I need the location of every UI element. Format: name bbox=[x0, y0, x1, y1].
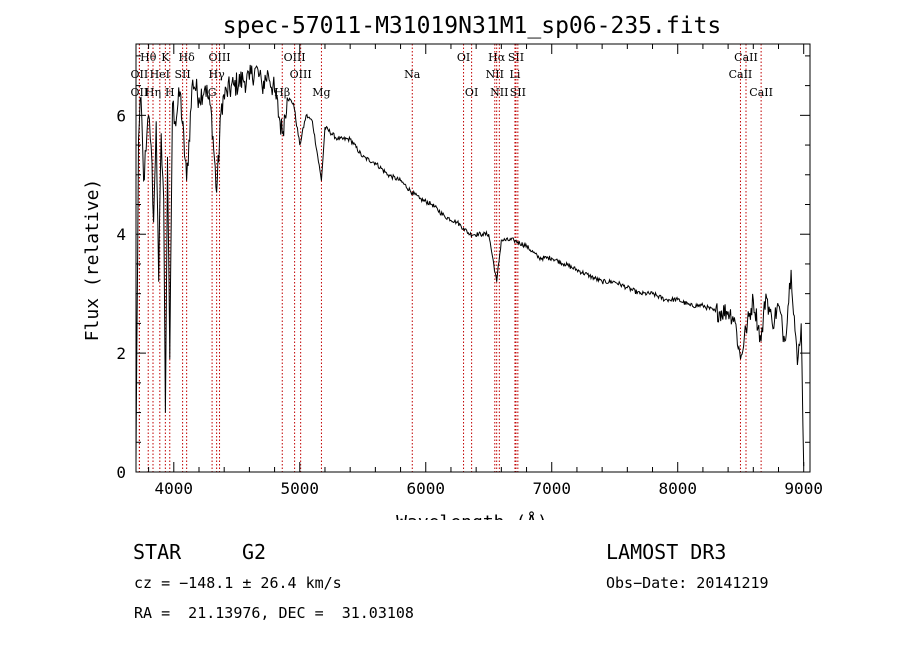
spectral-line-label: Hδ bbox=[179, 51, 196, 64]
spectral-line-label: NII bbox=[486, 68, 504, 81]
spectrum-line bbox=[135, 64, 805, 467]
x-axis-label: Wavelength (Å) bbox=[396, 511, 548, 520]
spectral-line-label: H bbox=[165, 86, 175, 99]
spectral-line-label: Na bbox=[404, 68, 421, 81]
observation-date: Obs−Date: 20141219 bbox=[606, 574, 769, 592]
y-tick-label: 4 bbox=[116, 225, 126, 244]
y-axis-label: Flux (relative) bbox=[82, 179, 103, 342]
redshift-velocity: cz = −148.1 ± 26.4 km/s bbox=[134, 574, 342, 592]
spectral-line-label: Hη bbox=[145, 86, 161, 99]
spectral-line-label: OIII bbox=[284, 51, 306, 64]
spectrum-series bbox=[135, 64, 805, 467]
spectral-line-label: OII bbox=[131, 68, 149, 81]
spectral-line-label: OII bbox=[131, 86, 149, 99]
y-tick-label: 6 bbox=[116, 106, 126, 125]
spectral-line-label: Hβ bbox=[274, 86, 290, 99]
spectral-line-label: NII bbox=[490, 86, 508, 99]
spectral-line-label: Li bbox=[510, 68, 521, 81]
subclass: G2 bbox=[242, 540, 267, 564]
object-class: STAR bbox=[133, 540, 182, 564]
x-tick-label: 9000 bbox=[784, 479, 823, 498]
coordinates: RA = 21.13976, DEC = 31.03108 bbox=[134, 604, 414, 622]
x-tick-label: 8000 bbox=[658, 479, 697, 498]
spectral-line-label: SII bbox=[508, 51, 524, 64]
plot-frame bbox=[135, 43, 811, 473]
spectral-line-label: Hα bbox=[488, 51, 506, 64]
spectrum-chart: spec-57011-M31019N31M1_sp06-235.fits Hθ K… bbox=[82, 13, 823, 520]
survey-name: LAMOST DR3 bbox=[606, 540, 727, 564]
axes: 4000 5000 6000 7000 8000 9000 0 2 4 6 bbox=[116, 44, 823, 498]
spectral-line-label: Mg bbox=[312, 86, 330, 99]
x-tick-label: 5000 bbox=[281, 479, 320, 498]
spectral-line-label: HeI bbox=[150, 68, 170, 81]
spectral-line-label: OI bbox=[457, 51, 470, 64]
x-tick-label: 6000 bbox=[406, 479, 445, 498]
spectral-line-label: SII bbox=[510, 86, 526, 99]
spectral-line-label: Hθ bbox=[140, 51, 157, 64]
spectral-line-label: K bbox=[161, 51, 170, 64]
x-tick-label: 4000 bbox=[155, 479, 194, 498]
x-tick-label: 7000 bbox=[532, 479, 571, 498]
spectral-line-label: CaII bbox=[749, 86, 773, 99]
spectral-line-label: SII bbox=[174, 68, 190, 81]
spectral-line-label: OIII bbox=[208, 51, 230, 64]
spectral-line-label: G bbox=[208, 86, 217, 99]
spectral-line-label: OIII bbox=[290, 68, 312, 81]
spectral-line-label: OI bbox=[465, 86, 478, 99]
spectral-line-label: CaII bbox=[729, 68, 753, 81]
y-tick-label: 0 bbox=[116, 463, 126, 482]
spectral-line-label: Hγ bbox=[209, 68, 226, 81]
chart-title: spec-57011-M31019N31M1_sp06-235.fits bbox=[223, 13, 722, 39]
y-tick-label: 2 bbox=[116, 344, 126, 363]
spectral-line-label: CaII bbox=[734, 51, 758, 64]
